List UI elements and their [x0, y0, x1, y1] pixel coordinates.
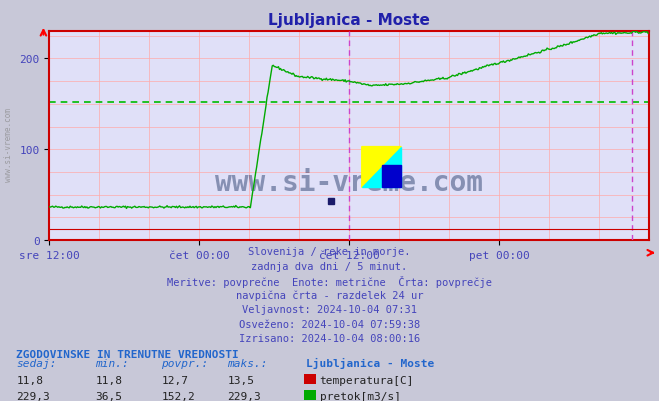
Text: Izrisano: 2024-10-04 08:00:16: Izrisano: 2024-10-04 08:00:16	[239, 333, 420, 343]
Text: 12,7: 12,7	[161, 375, 188, 385]
Text: Osveženo: 2024-10-04 07:59:38: Osveženo: 2024-10-04 07:59:38	[239, 319, 420, 329]
Text: Ljubljanica - Moste: Ljubljanica - Moste	[306, 357, 435, 368]
Text: ZGODOVINSKE IN TRENUTNE VREDNOSTI: ZGODOVINSKE IN TRENUTNE VREDNOSTI	[16, 349, 239, 359]
Title: Ljubljanica - Moste: Ljubljanica - Moste	[268, 13, 430, 28]
Text: Meritve: povprečne  Enote: metrične  Črta: povprečje: Meritve: povprečne Enote: metrične Črta:…	[167, 275, 492, 288]
Text: 152,2: 152,2	[161, 391, 195, 401]
Polygon shape	[362, 147, 401, 188]
Text: povpr.:: povpr.:	[161, 358, 209, 368]
Text: 229,3: 229,3	[227, 391, 261, 401]
Text: zadnja dva dni / 5 minut.: zadnja dva dni / 5 minut.	[251, 261, 408, 271]
Text: www.si-vreme.com: www.si-vreme.com	[215, 168, 483, 196]
Text: Veljavnost: 2024-10-04 07:31: Veljavnost: 2024-10-04 07:31	[242, 304, 417, 314]
Text: navpična črta - razdelek 24 ur: navpična črta - razdelek 24 ur	[236, 290, 423, 300]
Text: www.si-vreme.com: www.si-vreme.com	[4, 107, 13, 181]
Bar	[382, 166, 401, 188]
Text: 11,8: 11,8	[16, 375, 43, 385]
Text: 229,3: 229,3	[16, 391, 50, 401]
Text: min.:: min.:	[96, 358, 129, 368]
Polygon shape	[362, 147, 401, 188]
Text: pretok[m3/s]: pretok[m3/s]	[320, 391, 401, 401]
Text: 13,5: 13,5	[227, 375, 254, 385]
Text: sedaj:: sedaj:	[16, 358, 57, 368]
Text: 11,8: 11,8	[96, 375, 123, 385]
Text: maks.:: maks.:	[227, 358, 268, 368]
Text: temperatura[C]: temperatura[C]	[320, 375, 414, 385]
Text: 36,5: 36,5	[96, 391, 123, 401]
Text: Slovenija / reke in morje.: Slovenija / reke in morje.	[248, 247, 411, 257]
